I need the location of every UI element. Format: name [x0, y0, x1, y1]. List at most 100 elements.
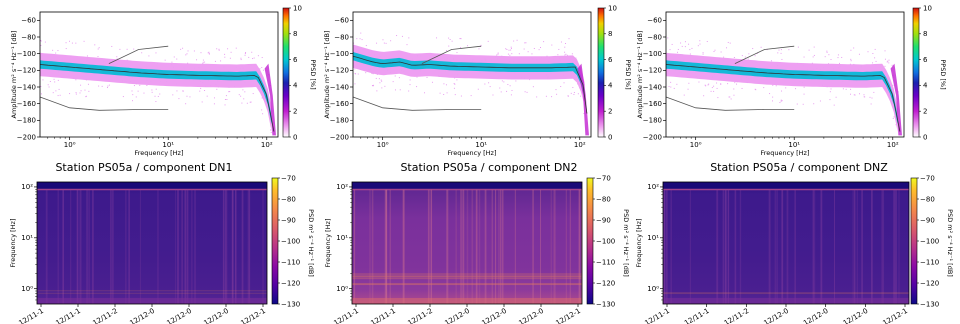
colorbar-tick-label: −110 [596, 258, 615, 266]
ppsd-speckle [409, 79, 411, 81]
ppsd-speckle [829, 99, 831, 101]
ppsd-speckle [399, 89, 401, 91]
ppsd-speckle [572, 86, 574, 88]
ppsd-speckle [183, 67, 185, 69]
ppsd-speckle [689, 49, 691, 51]
ppsd-speckle [669, 49, 671, 51]
spectrogram-streak [92, 189, 94, 304]
colorbar-tick-label: −80 [596, 195, 611, 203]
ppsd-speckle [726, 47, 728, 49]
ppsd-speckle [736, 81, 738, 83]
ppsd-speckle [252, 93, 254, 95]
ppsd-speckle [568, 38, 570, 40]
y-axis-label: Frequency [Hz] [9, 218, 17, 267]
ppsd-speckle [59, 94, 61, 96]
x-axis-label: Frequency [Hz] [134, 149, 183, 157]
ppsd-speckle [557, 54, 559, 56]
spectrogram-image [37, 182, 267, 304]
ppsd-speckle [65, 48, 67, 50]
spectrogram-streak [498, 189, 500, 304]
y-tick-label: −100 [330, 50, 349, 58]
ppsd-speckle [702, 62, 704, 64]
ppsd-speckle [573, 57, 575, 59]
ppsd-speckle [860, 65, 862, 67]
ppsd-speckle [510, 47, 512, 49]
ppsd-speckle [400, 69, 402, 71]
ppsd-speckle [560, 60, 562, 62]
x-tick-label: 10⁰ [64, 141, 76, 149]
ppsd-speckle [826, 50, 828, 52]
ppsd-speckle [97, 48, 99, 50]
ppsd-speckle [551, 44, 553, 46]
x-tick-label: 12/12-0 [443, 307, 471, 324]
ppsd-speckle [548, 60, 550, 62]
ppsd-speckle [172, 66, 174, 68]
ppsd-speckle [558, 48, 560, 50]
colorbar-tick-label: 10 [608, 4, 617, 12]
spectrogram-bottom-band [37, 298, 267, 304]
spectrogram-streak [794, 189, 796, 304]
ppsd-speckle [57, 79, 59, 81]
ppsd-speckle [176, 90, 178, 92]
spectrogram-streak [186, 189, 188, 304]
ppsd-speckle [880, 70, 882, 72]
spectrogram-streak [57, 189, 60, 304]
ppsd-speckle [412, 58, 414, 60]
ppsd-speckle [527, 51, 529, 53]
ppsd-speckle [507, 83, 509, 85]
spectrogram-streak [895, 189, 897, 304]
ppsd-speckle [769, 93, 771, 95]
ppsd-speckle [362, 49, 364, 51]
ppsd-speckle [683, 59, 685, 61]
ppsd-speckle [518, 53, 520, 55]
ppsd-speckle [454, 77, 456, 79]
ppsd-speckle [778, 49, 780, 51]
ppsd-speckle [55, 90, 57, 92]
ppsd-speckle [133, 85, 135, 87]
ppsd-speckle [241, 65, 243, 67]
ppsd-speckle [759, 66, 761, 68]
ppsd-speckle [484, 58, 486, 60]
ppsd-speckle [187, 62, 189, 64]
y-tick-label: −140 [17, 83, 36, 91]
ppsd-speckle [408, 37, 410, 39]
ppsd-speckle [445, 84, 447, 86]
ppsd-speckle [224, 56, 226, 58]
ppsd-speckle [206, 95, 208, 97]
ppsd-speckle [799, 80, 801, 82]
ppsd-speckle [718, 57, 720, 59]
ppsd-speckle [379, 56, 381, 58]
ppsd-speckle [228, 91, 230, 93]
spectrogram-streak [898, 189, 900, 304]
spectrogram-title-dn2: Station PS05a / component DN2 [400, 161, 577, 174]
ppsd-speckle [148, 55, 150, 57]
ppsd-speckle [884, 85, 886, 87]
ppsd-speckle [556, 93, 558, 95]
ppsd-speckle [376, 42, 378, 44]
colorbar-tick-label: −110 [281, 258, 300, 266]
ppsd-speckle [453, 59, 455, 61]
ppsd-speckle [202, 81, 204, 83]
ppsd-speckle [729, 42, 731, 44]
ppsd-speckle [676, 83, 678, 85]
ppsd-speckle [353, 42, 355, 44]
plot-frame [665, 11, 905, 138]
ppsd-speckle [688, 82, 690, 84]
ppsd-speckle [780, 49, 782, 51]
spectrogram-bottom-band [663, 298, 909, 304]
colorbar-tick-label: 10 [293, 4, 302, 12]
ppsd-speckle [431, 81, 433, 83]
ppsd-speckle [40, 86, 42, 88]
ppsd-speckle [497, 52, 499, 54]
ppsd-speckle [580, 95, 582, 97]
ppsd-speckle [880, 81, 882, 83]
ppsd-speckle [824, 56, 826, 58]
spectrogram-streak [446, 189, 449, 304]
ppsd-speckle [204, 69, 206, 71]
ppsd-speckle [131, 90, 133, 92]
ppsd-speckle [454, 83, 456, 85]
ppsd-speckle [873, 91, 875, 93]
ppsd-speckle [453, 83, 455, 85]
ppsd-speckle [50, 58, 52, 60]
ppsd-speckle [372, 73, 374, 75]
